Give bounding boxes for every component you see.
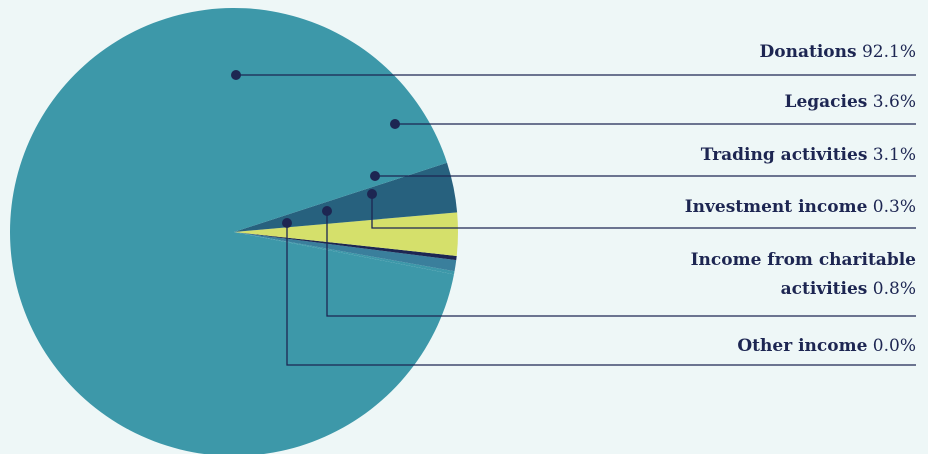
leader-line-investment-income [371, 194, 916, 229]
slice-legacies [234, 162, 458, 232]
leader-dot-investment-income [367, 189, 377, 199]
leader-dot-income-from-charitable-activities [322, 206, 332, 216]
slice-other-income [234, 232, 455, 275]
leader-line-income-from-charitable-activities [326, 211, 916, 317]
label-donations: Donations 92.1% [759, 42, 916, 62]
slice-investment-income [234, 232, 457, 261]
leader-dot-trading-activities [370, 171, 380, 181]
leader-dot-donations [231, 70, 241, 80]
slice-income-from-charitable-activities [234, 232, 457, 272]
leader-dot-legacies [390, 119, 400, 129]
leader-line-other-income [286, 223, 916, 366]
label-income-from-charitable-activities: Income from charitable activities 0.8% [690, 250, 916, 299]
label-investment-income: Investment income 0.3% [684, 197, 916, 217]
label-other-income: Other income 0.0% [737, 336, 916, 356]
label-legacies: Legacies 3.6% [784, 92, 916, 112]
slice-trading-activities [234, 212, 458, 256]
label-trading-activities: Trading activities 3.1% [700, 145, 916, 165]
leader-dot-other-income [282, 218, 292, 228]
slice-donations [10, 8, 454, 454]
